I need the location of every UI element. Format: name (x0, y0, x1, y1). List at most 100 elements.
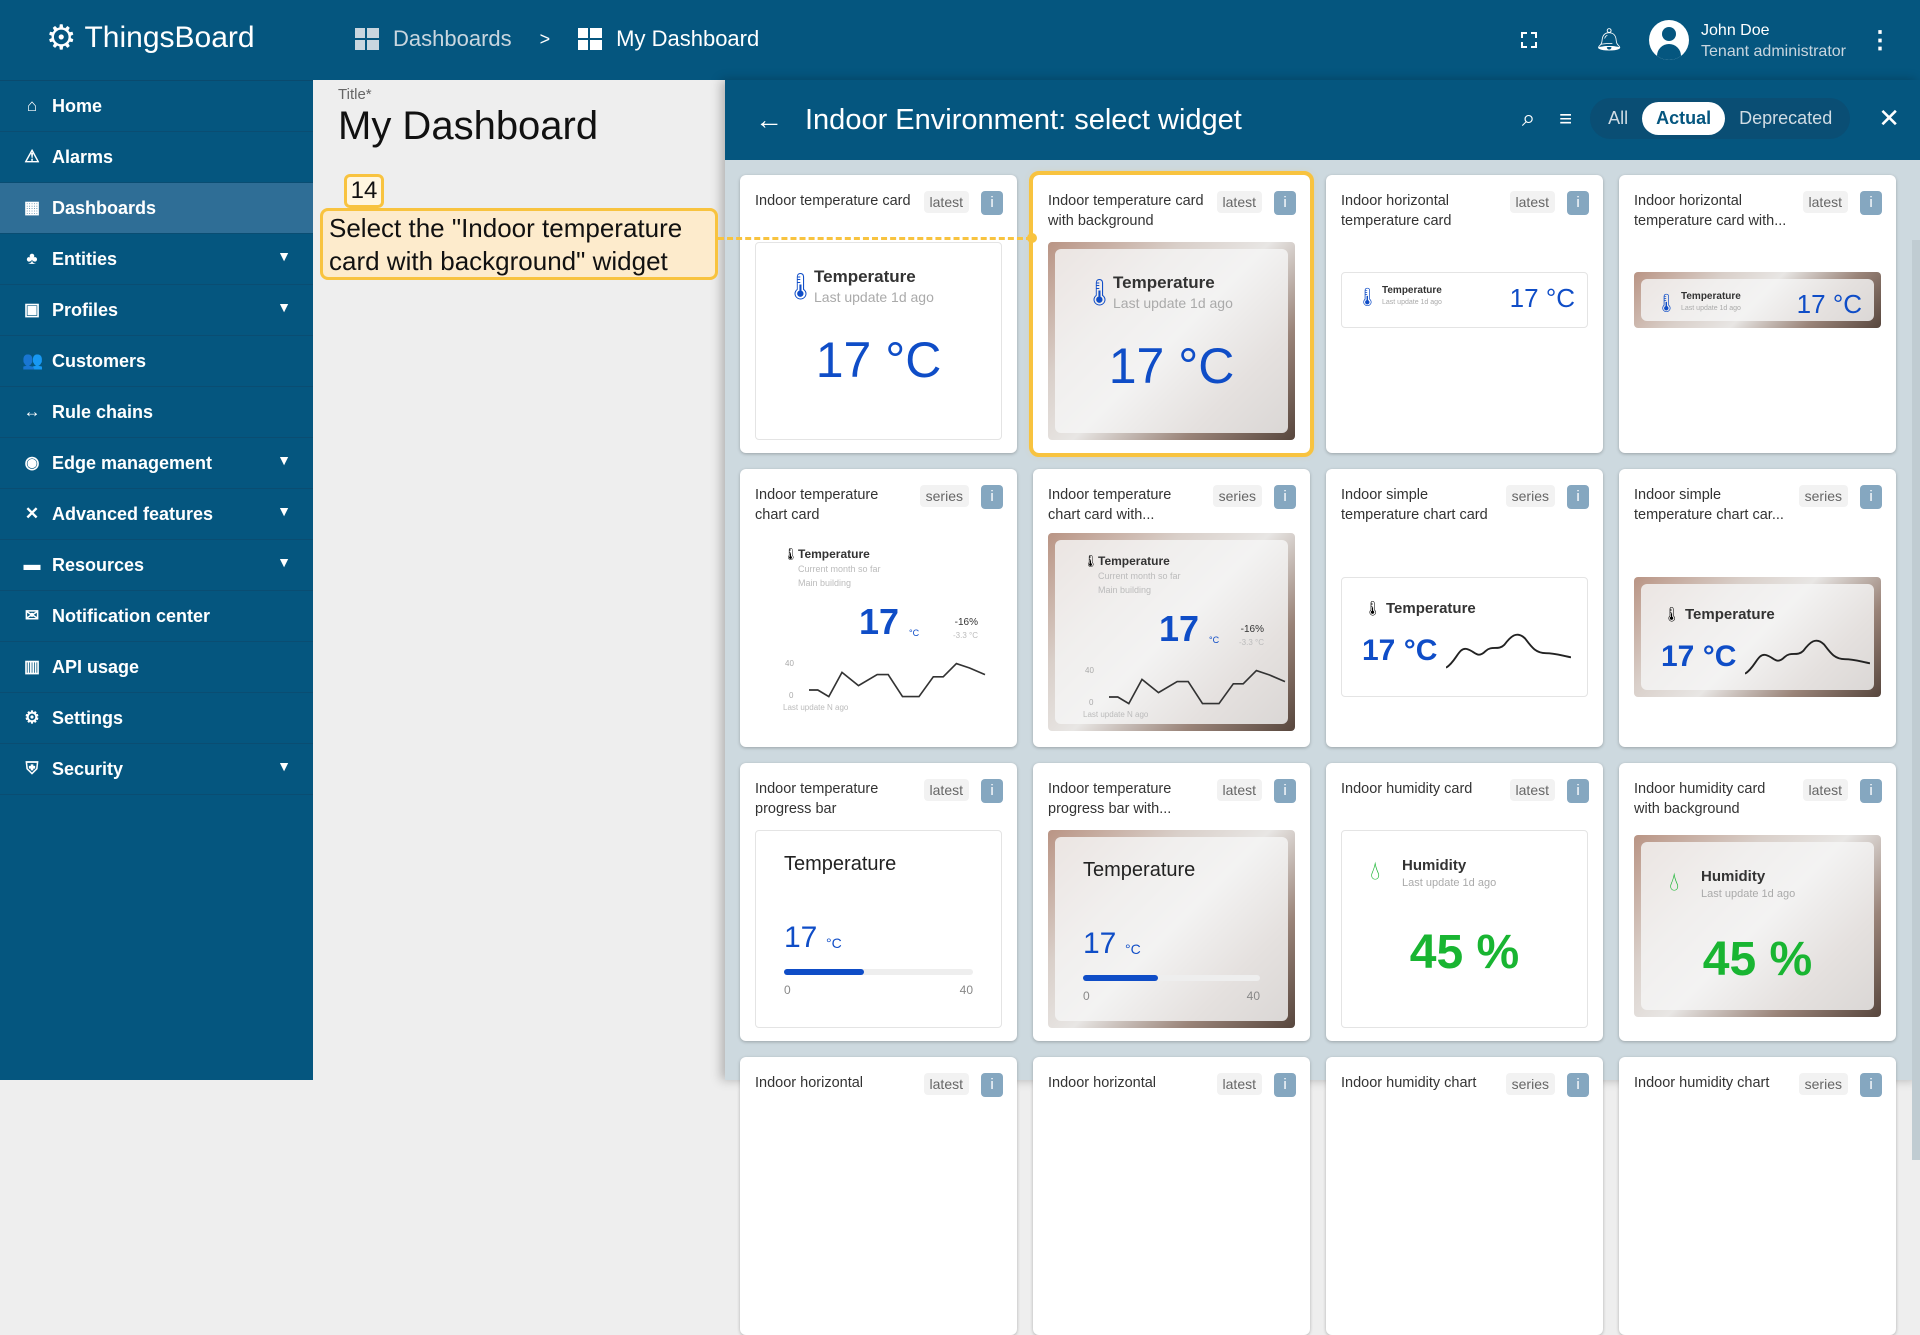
more-menu-button[interactable]: ⋮ (1860, 20, 1900, 60)
sidebar-item-home[interactable]: ⌂ Home (0, 81, 313, 132)
widget-card[interactable]: Indoor temperature card with background l… (1029, 171, 1314, 457)
notifications-button[interactable]: 🔔︎ (1589, 20, 1629, 60)
chevron-down-icon[interactable]: ▼ (277, 758, 291, 774)
fullscreen-button[interactable] (1509, 20, 1549, 60)
info-button[interactable]: i (1567, 191, 1589, 215)
widget-card[interactable]: Indoor temperature progress bar latest i Te… (740, 763, 1017, 1041)
thermometer-icon: 🌡︎ (784, 271, 818, 301)
breadcrumb-dashboards[interactable]: Dashboards (393, 26, 512, 51)
progress-max: 40 (1246, 989, 1260, 1003)
widget-card[interactable]: Indoor temperature card latest i 🌡︎ Temperat… (740, 175, 1017, 453)
info-button[interactable]: i (1274, 191, 1296, 215)
sidebar-item-security[interactable]: ⛨ Security ▼ (0, 744, 313, 795)
axis-min-label: 0 (789, 691, 794, 700)
info-button[interactable]: i (1567, 1073, 1589, 1097)
info-button[interactable]: i (981, 191, 1003, 215)
sidebar-item-label: Alarms (52, 146, 114, 167)
folder-icon: ▬ (23, 555, 41, 574)
info-button[interactable]: i (1274, 485, 1296, 509)
info-button[interactable]: i (1567, 779, 1589, 803)
sidebar-item-label: Profiles (52, 299, 119, 320)
back-arrow-icon[interactable]: ← (755, 104, 783, 135)
sidebar-item-customers[interactable]: 👥 Customers (0, 336, 313, 387)
sidebar-item-label: Rule chains (52, 401, 154, 422)
widget-card[interactable]: Indoor humidity card with background late… (1619, 763, 1896, 1041)
sidebar-item-alarms[interactable]: ⚠ Alarms (0, 132, 313, 183)
user-menu[interactable]: John Doe Tenant administrator (1649, 19, 1846, 61)
filter-icon[interactable]: ≡ (1559, 105, 1573, 131)
chevron-down-icon[interactable]: ▼ (277, 452, 291, 468)
preview-glass-panel: 🌡︎ Temperature Last update 1d ago 17 °C (1641, 279, 1874, 321)
filter-actual[interactable]: Actual (1642, 102, 1726, 135)
widget-card[interactable]: Indoor temperature chart card series i 🌡︎ Te… (740, 469, 1017, 747)
preview-subtitle: Last update 1d ago (1113, 295, 1233, 311)
sidebar-item-entities[interactable]: ♣ Entities ▼ (0, 234, 313, 285)
chevron-down-icon[interactable]: ▼ (277, 248, 291, 264)
sparkline (809, 662, 986, 698)
thermometer-icon: 🌡︎ (783, 547, 799, 561)
widget-card[interactable]: Indoor horizontal temperature card with.… (1619, 175, 1896, 453)
sidebar-item-label: Settings (52, 707, 124, 728)
widget-card[interactable]: Indoor simple temperature chart car... se… (1619, 469, 1896, 747)
sidebar-item-settings[interactable]: ⚙ Settings (0, 693, 313, 744)
scrollbar[interactable] (1912, 240, 1920, 1160)
info-button[interactable]: i (1860, 191, 1882, 215)
search-icon[interactable]: ⌕ (1521, 104, 1536, 132)
sidebar-item-notification-center[interactable]: ✉ Notification center (0, 591, 313, 642)
widget-card[interactable]: Indoor horizontal latest i (740, 1057, 1017, 1335)
info-button[interactable]: i (981, 779, 1003, 803)
title-input[interactable]: My Dashboard (338, 104, 599, 148)
dashboard-icon: ▦ (23, 198, 41, 217)
widget-preview: 💧︎ Humidity Last update 1d ago 45 % (1341, 830, 1588, 1028)
logo[interactable]: ⚙ ThingsBoard (46, 18, 255, 58)
preview-subtitle: Current month so far (798, 564, 881, 574)
widget-card[interactable]: Indoor horizontal temperature card latest… (1326, 175, 1603, 453)
progress-bar (1083, 975, 1260, 981)
info-button[interactable]: i (1567, 485, 1589, 509)
widget-card[interactable]: Indoor simple temperature chart card seri… (1326, 469, 1603, 747)
widget-card[interactable]: Indoor humidity card latest i 💧︎ Humidity Las… (1326, 763, 1603, 1041)
widget-card[interactable]: Indoor temperature chart card with... ser… (1033, 469, 1310, 747)
sidebar-item-label: Edge management (52, 452, 213, 473)
widget-card[interactable]: Indoor humidity chart series i (1619, 1057, 1896, 1335)
chevron-down-icon[interactable]: ▼ (277, 503, 291, 519)
sidebar-item-label: Home (52, 95, 103, 116)
sidebar-item-profiles[interactable]: ▣ Profiles ▼ (0, 285, 313, 336)
filter-all[interactable]: All (1608, 108, 1629, 128)
sidebar-item-api-usage[interactable]: ▥ API usage (0, 642, 313, 693)
widget-preview: 🌡︎ Temperature Last update 1d ago 17 °C (1341, 272, 1588, 328)
widget-card[interactable]: Indoor humidity chart series i (1326, 1057, 1603, 1335)
widget-card[interactable]: Indoor horizontal latest i (1033, 1057, 1310, 1335)
preview-label: Temperature (798, 547, 870, 561)
info-button[interactable]: i (1860, 779, 1882, 803)
info-button[interactable]: i (981, 1073, 1003, 1097)
widget-card[interactable]: Indoor temperature progress bar with... l… (1033, 763, 1310, 1041)
info-button[interactable]: i (1860, 485, 1882, 509)
chevron-down-icon[interactable]: ▼ (277, 299, 291, 315)
preview-delta-abs: -3.3 °C (1239, 638, 1264, 647)
preview-delta-abs: -3.3 °C (953, 631, 978, 640)
filter-deprecated[interactable]: Deprecated (1739, 108, 1833, 128)
sidebar-item-dashboards[interactable]: ▦ Dashboards (0, 183, 313, 234)
preview-subtitle: Last update 1d ago (1681, 305, 1741, 312)
preview-label: Temperature (1681, 291, 1741, 302)
preview-label: Temperature (1382, 285, 1442, 296)
chevron-down-icon[interactable]: ▼ (277, 554, 291, 570)
profiles-icon: ▣ (23, 300, 41, 319)
close-icon[interactable]: ✕ (1878, 103, 1900, 133)
info-button[interactable]: i (981, 485, 1003, 509)
info-button[interactable]: i (1860, 1073, 1882, 1097)
widget-type-badge: latest (1216, 779, 1262, 801)
progress-min: 0 (784, 983, 791, 997)
info-button[interactable]: i (1274, 1073, 1296, 1097)
progress-bar-fill (784, 969, 865, 975)
sidebar-item-edge-management[interactable]: ◉ Edge management ▼ (0, 438, 313, 489)
info-button[interactable]: i (1274, 779, 1296, 803)
widget-preview: Temperature 17 °C 0 40 (1048, 830, 1295, 1028)
sidebar-item-rule-chains[interactable]: ↔ Rule chains (0, 387, 313, 438)
widget-card-title: Indoor temperature card with background (1048, 193, 1204, 229)
sidebar-item-resources[interactable]: ▬ Resources ▼ (0, 540, 313, 591)
widget-card-title: Indoor temperature chart card (755, 487, 879, 523)
sidebar-item-advanced-features[interactable]: ✕ Advanced features ▼ (0, 489, 313, 540)
preview-value: 45 % (1409, 926, 1520, 979)
